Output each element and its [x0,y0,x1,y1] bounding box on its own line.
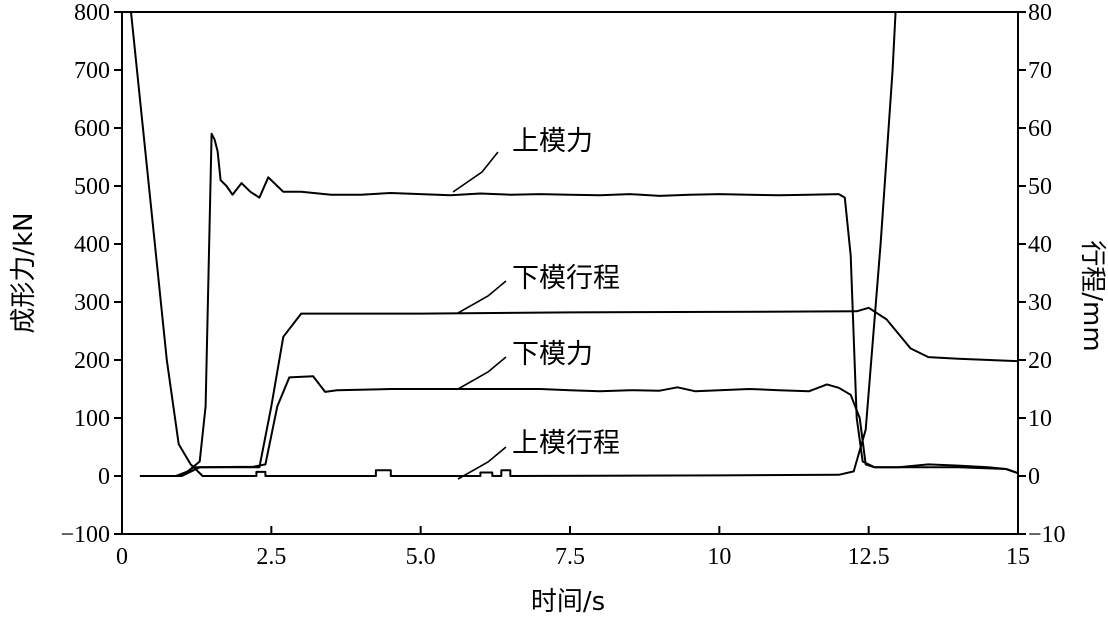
annotation-leader-lower-stroke [457,280,507,314]
left-axis-title: 成形力/kN [9,212,39,333]
x-axis-title: 时间/s [531,587,605,617]
right-tick-label: 60 [1028,116,1052,142]
right-tick-label: 40 [1028,232,1052,258]
left-tick-label: 100 [74,406,110,432]
right-axis-title: 行程/mm [1077,240,1107,351]
left-tick-label: 500 [74,174,110,200]
annotation-leader-upper-force [452,151,499,193]
left-tick-label: 400 [74,232,110,258]
left-tick-label: 200 [74,348,110,374]
annotation-upper-stroke: 上模行程 [512,428,620,459]
x-tick-label: 12.5 [848,544,890,570]
x-tick-label: 10 [707,544,731,570]
right-tick-label: 30 [1028,290,1052,316]
x-tick-label: 0 [116,544,128,570]
x-tick-label: 5.0 [406,544,436,570]
x-tick-label: 7.5 [555,544,585,570]
series-layer [129,12,1018,477]
left-tick-label: 300 [74,290,110,316]
series-upper-stroke-line [129,12,897,477]
x-tick-label: 2.5 [256,544,286,570]
annotation-leader-upper-stroke [457,446,507,480]
right-tick-label: −10 [1028,522,1066,548]
x-axis-ticks: 0 2.5 5.0 7.5 10 12.5 15 [116,526,1030,570]
right-tick-label: 80 [1028,0,1052,26]
left-tick-label: 0 [98,464,110,490]
annotation-lower-force: 下模力 [512,339,593,370]
left-tick-label: 700 [74,58,110,84]
right-tick-label: 0 [1028,464,1040,490]
annotation-leader-lower-force [457,356,507,390]
right-tick-label: 70 [1028,58,1052,84]
left-tick-label: −100 [60,522,110,548]
right-tick-label: 20 [1028,348,1052,374]
x-tick-label: 15 [1006,544,1030,570]
series-upper-force-line [139,132,1018,477]
annotation-upper-force: 上模力 [512,126,593,157]
series-lower-force-line [181,375,1018,477]
annotation-lower-stroke: 下模行程 [512,263,620,294]
left-axis-ticks: 800 700 600 500 400 300 200 100 0 −100 [60,0,122,548]
right-axis-ticks: 80 70 60 50 40 30 20 10 0 −10 [1018,0,1066,548]
left-tick-label: 600 [74,116,110,142]
left-tick-label: 800 [74,0,110,26]
right-tick-label: 10 [1028,406,1052,432]
right-tick-label: 50 [1028,174,1052,200]
